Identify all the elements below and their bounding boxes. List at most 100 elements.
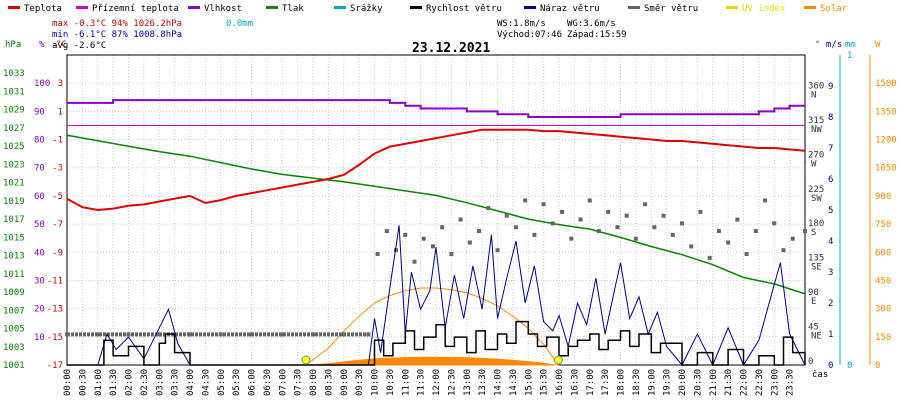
axis-temp-tick: -3	[52, 164, 63, 174]
axis-ms-tick: 5	[828, 206, 833, 216]
axis-time-tick: 17:00	[586, 369, 596, 396]
axis-time-tick: 19:00	[647, 369, 657, 396]
axis-hpa-tick: 1033	[3, 69, 25, 79]
axis-time-tick: 10:00	[371, 369, 381, 396]
series-wind-dir-dot	[504, 213, 509, 218]
series-wind-dir-dot	[550, 221, 555, 226]
axis-w-tick: 0	[875, 361, 880, 371]
axis-time-tick: 02:00	[125, 369, 135, 396]
axes: hPa% °C1033103110291027102510231021101910…	[3, 40, 897, 396]
axis-time-tick: 16:30	[570, 369, 580, 396]
series-wind-dir-dot	[587, 198, 592, 203]
series-wind-dir-dot	[541, 202, 546, 207]
axis-hpa-tick: 1017	[3, 215, 25, 225]
series-wind-dir-dot	[578, 217, 583, 222]
axis-temp-tick: -17	[47, 361, 63, 371]
axis-time-tick: 11:30	[417, 369, 427, 396]
axis-time-tick: 23:00	[770, 369, 780, 396]
legend: Teplota Přízemní teplota Vlhkost Tlak Srážky…	[8, 4, 848, 14]
series-wind-dir-dot	[781, 248, 786, 253]
axis-dir-tick: 360	[808, 81, 824, 91]
axis-time-tick: 09:30	[355, 369, 365, 396]
stat-sunset: Západ:15:59	[567, 30, 627, 40]
series-wind-dir-dot	[698, 209, 703, 214]
legend-label-7: Směr větru	[644, 4, 698, 14]
axis-pct-tick: 30	[34, 276, 45, 286]
series-wind-dir-dot	[280, 332, 285, 337]
axis-pct-label: %	[39, 40, 45, 50]
axis-pct-tick: 10	[34, 333, 45, 343]
axis-hpa-tick: 1003	[3, 343, 25, 353]
axis-ms-tick: 7	[828, 144, 833, 154]
axis-time-tick: 01:30	[109, 369, 119, 396]
legend-label-9: Solar	[820, 4, 848, 14]
axis-temp-tick: -1	[52, 136, 63, 146]
axis-time-tick: 00:00	[63, 369, 73, 396]
axis-temp-tick: 3	[58, 79, 63, 89]
axis-hpa-tick: 1031	[3, 87, 25, 97]
series-wind-dir-dot	[615, 225, 620, 230]
series-wind-dir-dot	[449, 252, 454, 257]
axis-time-tick: 12:00	[432, 369, 442, 396]
axis-dir-tick: 315	[808, 116, 824, 126]
stats-panel: max -0.3°C 94% 1026.2hPa 0.0mm min -6.1°…	[52, 19, 627, 51]
axis-time-tick: 21:00	[709, 369, 719, 396]
series-wind-dir-dot	[726, 240, 731, 245]
legend-label-4: Srážky	[350, 4, 383, 14]
stat-max-rain: 0.0mm	[226, 19, 253, 29]
series-solar-line	[304, 287, 560, 366]
legend-label-2: Vlhkost	[204, 4, 242, 14]
axis-dir-name: SE	[811, 263, 822, 273]
axis-hpa-tick: 1005	[3, 325, 25, 335]
axis-time-tick: 15:30	[540, 369, 550, 396]
series-wind-dir-dot	[652, 225, 657, 230]
axis-time-tick: 04:00	[186, 369, 196, 396]
axis-hpa-label: hPa	[5, 40, 21, 50]
sunrise-marker	[301, 355, 311, 365]
legend-swatch-6	[524, 6, 536, 9]
axis-time-tick: 22:30	[755, 369, 765, 396]
series-wind-dir-dot	[680, 221, 684, 226]
axis-time-tick: 10:30	[386, 369, 396, 396]
plot-area	[65, 99, 807, 367]
axis-dir-name: W	[811, 159, 817, 169]
series-wind-dir-dot	[440, 225, 445, 230]
axis-time-tick: 09:00	[340, 369, 350, 396]
axis-temp-tick: -7	[52, 220, 63, 230]
series-wind-dir-dot	[523, 198, 528, 203]
axis-time-tick: 02:30	[140, 369, 150, 396]
axis-time-tick: 16:00	[555, 369, 565, 396]
series-wind-dir-dot	[375, 252, 380, 257]
axis-temp-tick: -9	[52, 248, 63, 258]
axis-ms-tick: 8	[828, 113, 833, 123]
series-wind-dir-dot	[532, 232, 537, 237]
legend-swatch-9	[804, 6, 816, 9]
legend-label-3: Tlak	[282, 4, 304, 14]
axis-time-tick: 03:00	[155, 369, 165, 396]
axis-hpa-tick: 1029	[3, 106, 25, 116]
sunset-marker	[553, 355, 563, 365]
axis-w-tick: 600	[875, 248, 891, 258]
axis-mm-tick: 0	[847, 361, 852, 371]
axis-dir-name: SW	[811, 194, 822, 204]
axis-time-tick: 23:30	[786, 369, 796, 396]
series-wind-dir-dot	[421, 236, 426, 241]
series-wind-dir-dot	[643, 202, 648, 207]
series-wind-dir-dot	[384, 229, 389, 234]
legend-label-6: Náraz větru	[540, 4, 600, 14]
series-wind-dir-dot	[763, 198, 768, 203]
axis-hpa-tick: 1027	[3, 124, 25, 134]
axis-w-tick: 750	[875, 220, 891, 230]
axis-time-tick: 22:00	[740, 369, 750, 396]
axis-time-tick: 13:30	[478, 369, 488, 396]
axis-time-label: čas	[812, 369, 828, 380]
axis-hpa-tick: 1011	[3, 270, 25, 280]
axis-hpa-tick: 1025	[3, 142, 25, 152]
axis-hpa-tick: 1019	[3, 197, 25, 207]
stat-sunrise: Východ:07:46	[497, 30, 562, 40]
axis-ms-tick: 6	[828, 175, 833, 185]
series-wind-dir-dot	[689, 244, 694, 249]
legend-swatch-7	[628, 6, 640, 9]
axis-time-tick: 05:30	[232, 369, 242, 396]
